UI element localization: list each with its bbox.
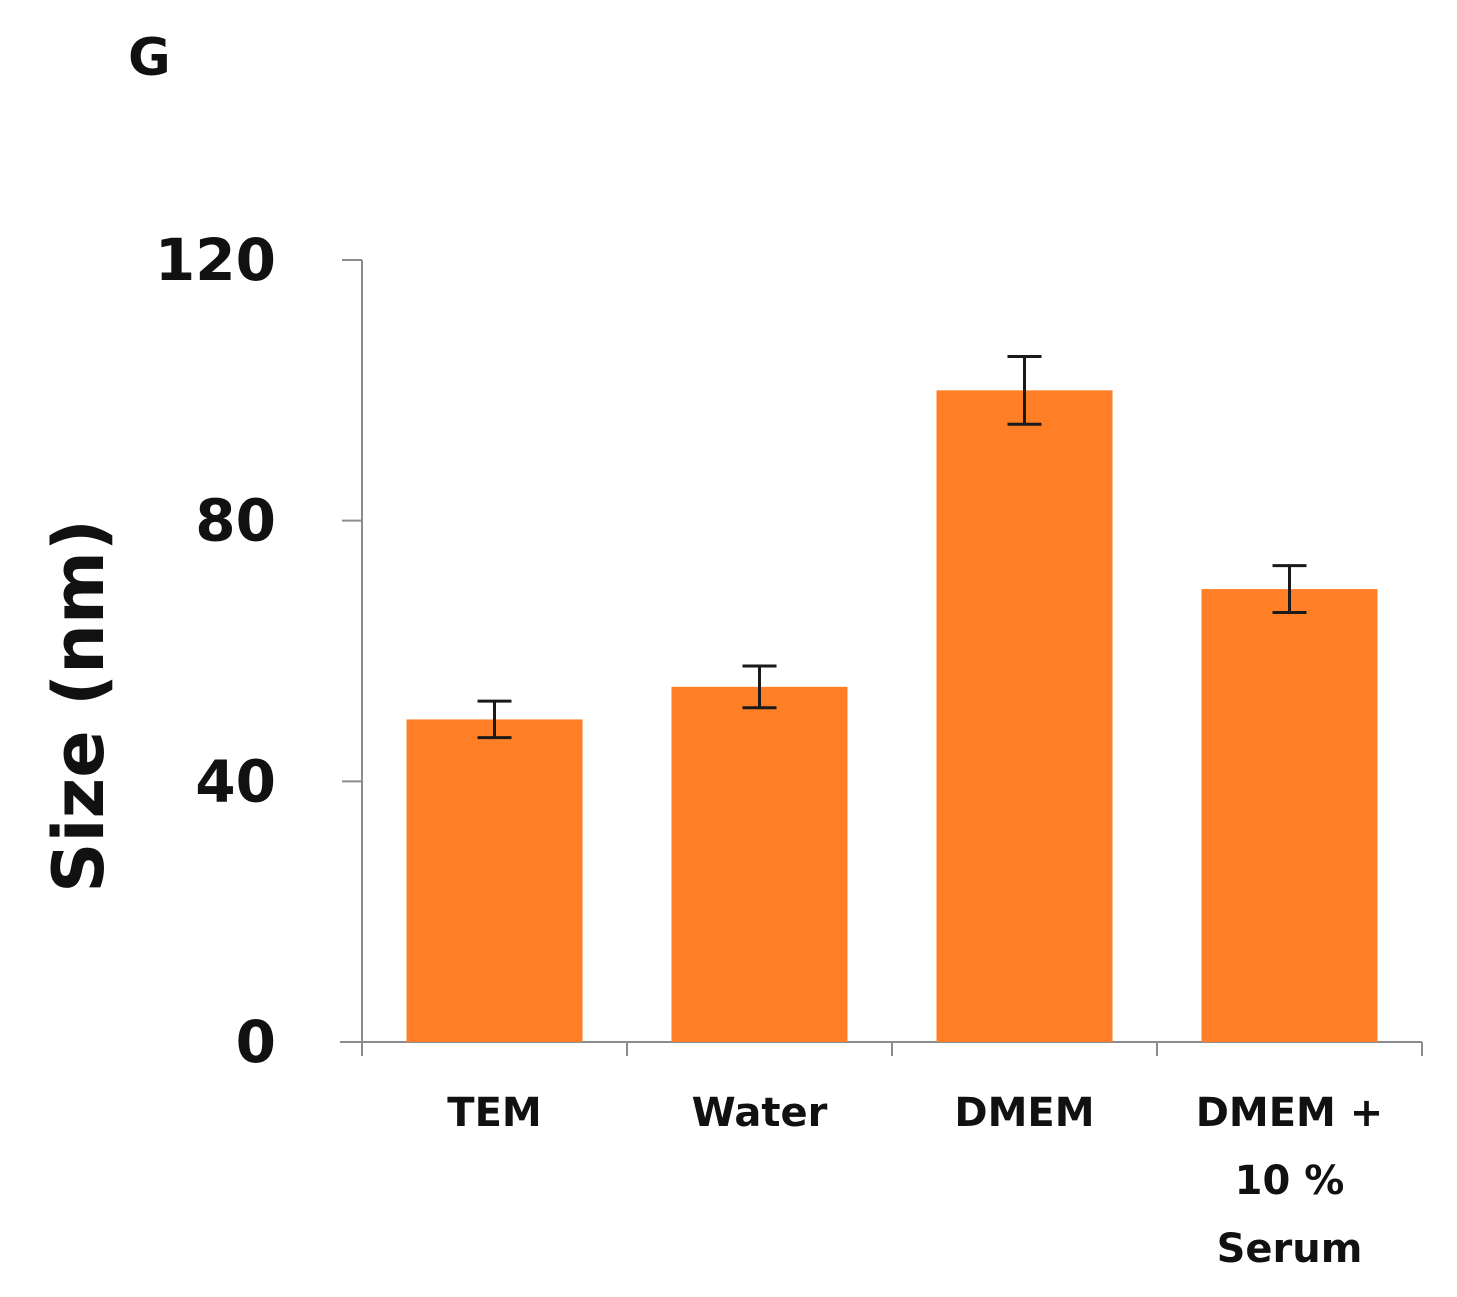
bar bbox=[936, 390, 1113, 1042]
y-tick-label: 120 bbox=[155, 226, 276, 294]
x-tick-label: TEM bbox=[447, 1090, 541, 1136]
x-tick-label-line: DMEM bbox=[954, 1090, 1094, 1136]
y-tick-label: 80 bbox=[195, 487, 276, 555]
bar bbox=[671, 686, 848, 1042]
x-tick-label: DMEM bbox=[954, 1090, 1094, 1136]
x-tick-label-line: TEM bbox=[447, 1090, 541, 1136]
panel-label: G bbox=[128, 28, 171, 88]
x-tick-label-line: 10 % bbox=[1235, 1158, 1345, 1204]
x-tick-label-line: Serum bbox=[1217, 1226, 1363, 1272]
x-tick-label-line: Water bbox=[692, 1090, 828, 1136]
y-tick-label: 0 bbox=[236, 1008, 276, 1076]
x-tick-label: Water bbox=[692, 1090, 828, 1136]
y-axis-label: Size (nm) bbox=[38, 519, 120, 893]
bar bbox=[406, 719, 583, 1042]
x-tick-label: DMEM + 10 % Serum bbox=[1196, 1090, 1384, 1272]
bar bbox=[1201, 589, 1378, 1042]
x-tick-label-line: DMEM + bbox=[1196, 1090, 1384, 1136]
y-tick-label: 40 bbox=[195, 747, 276, 815]
